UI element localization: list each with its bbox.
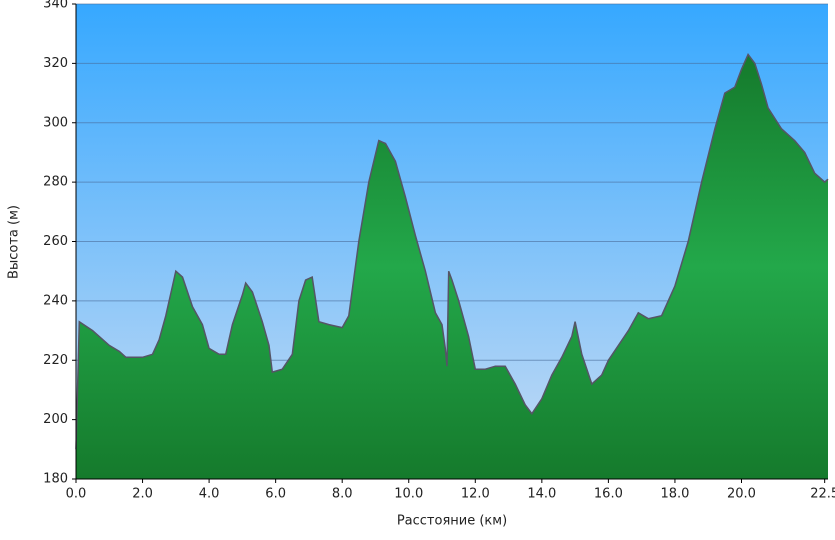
- elevation-area: [76, 54, 828, 479]
- x-tick-label: 22.5: [810, 487, 835, 502]
- x-axis-label: Расстояние (км): [397, 514, 507, 529]
- y-tick-label: 320: [43, 56, 68, 71]
- x-tick-label: 4.0: [199, 487, 220, 502]
- x-tick-label: 16.0: [594, 487, 623, 502]
- x-tick-label: 6.0: [265, 487, 286, 502]
- y-axis-label: Высота (м): [7, 205, 22, 279]
- x-tick-label: 14.0: [527, 487, 556, 502]
- y-tick-label: 300: [43, 115, 68, 130]
- y-tick-label: 180: [43, 472, 68, 487]
- x-tick-label: 8.0: [332, 487, 353, 502]
- x-tick-label: 0.0: [66, 487, 87, 502]
- y-tick-label: 340: [43, 0, 68, 12]
- y-tick-label: 260: [43, 234, 68, 249]
- y-tick-label: 240: [43, 293, 68, 308]
- y-tick-label: 280: [43, 175, 68, 190]
- y-tick-label: 220: [43, 353, 68, 368]
- x-tick-label: 18.0: [660, 487, 689, 502]
- x-tick-label: 12.0: [461, 487, 490, 502]
- x-tick-label: 2.0: [132, 487, 153, 502]
- x-tick-label: 10.0: [394, 487, 423, 502]
- x-tick-label: 20.0: [727, 487, 756, 502]
- elevation-line: [75, 53, 829, 450]
- y-tick-label: 200: [43, 412, 68, 427]
